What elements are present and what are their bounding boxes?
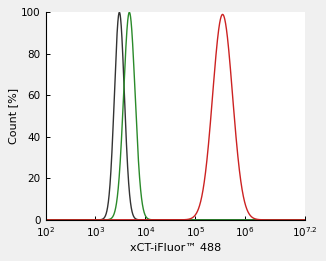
X-axis label: xCT-iFluor™ 488: xCT-iFluor™ 488 xyxy=(130,243,221,253)
Y-axis label: Count [%]: Count [%] xyxy=(8,88,18,144)
